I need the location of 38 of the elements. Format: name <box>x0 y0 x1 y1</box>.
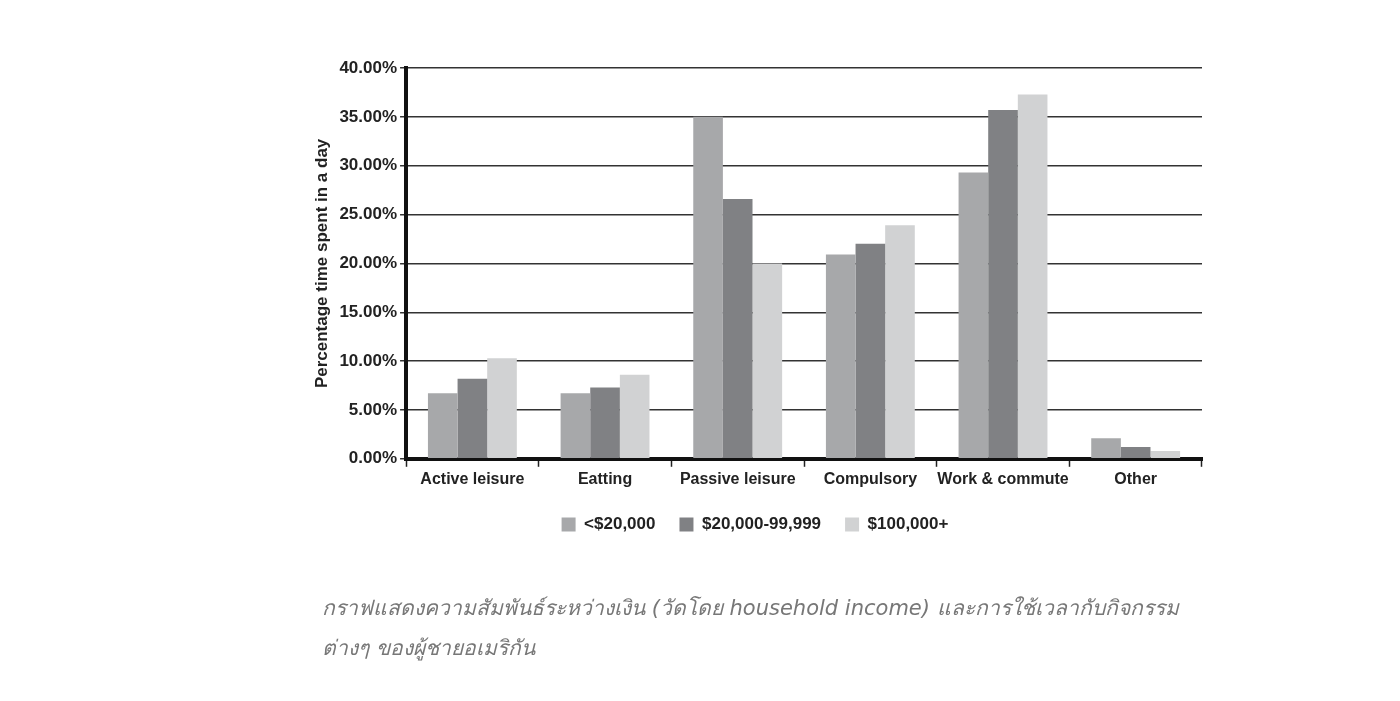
y-tick-label: 5.00% <box>348 399 398 419</box>
x-tick-label: Active leisure <box>420 469 525 487</box>
y-tick-label: 20.00% <box>339 253 398 273</box>
bar <box>1150 450 1181 459</box>
y-tick-label: 35.00% <box>339 106 398 126</box>
bar <box>619 374 650 459</box>
bar <box>1017 94 1048 459</box>
text: กราฟแสดงความสัมพันธ์ระหว่างเงิน (วัดโดย household income) และการใช้เวลากับกิจกรรมต่างๆ ของผู้ชายอเมริกัน <box>322 595 1181 663</box>
x-tick-label: Other <box>1114 469 1158 487</box>
x-tick-label: Passive leisure <box>679 469 796 487</box>
y-tick-label: 40.00% <box>339 57 398 77</box>
y-axis-title: Percentage time spent in a day <box>311 138 331 389</box>
x-tick-label: Work & commute <box>937 469 1069 487</box>
bar <box>885 225 915 459</box>
legend-label: $20,000-99,999 <box>701 514 822 534</box>
bar <box>693 116 723 459</box>
bar <box>1091 438 1121 459</box>
bar <box>487 358 517 459</box>
y-tick-label: 30.00% <box>339 155 398 175</box>
bar <box>560 393 591 459</box>
bar <box>590 387 620 459</box>
bar <box>427 393 458 459</box>
x-tick-label: Compulsory <box>823 469 918 487</box>
bar <box>988 110 1018 459</box>
x-tick-label: Eatting <box>577 469 633 487</box>
bar <box>825 254 856 459</box>
bar <box>457 378 488 459</box>
bar <box>722 198 753 459</box>
y-tick-label: 10.00% <box>339 350 398 370</box>
bar <box>958 172 989 459</box>
y-tick-label: 0.00% <box>348 448 398 468</box>
y-tick-label: 25.00% <box>339 204 398 224</box>
bar <box>855 243 886 459</box>
y-tick-label: 15.00% <box>339 301 398 321</box>
bar <box>1120 447 1151 459</box>
bar <box>752 263 783 459</box>
legend-label: $100,000+ <box>867 514 949 534</box>
legend-label: <$20,000 <box>584 514 656 534</box>
